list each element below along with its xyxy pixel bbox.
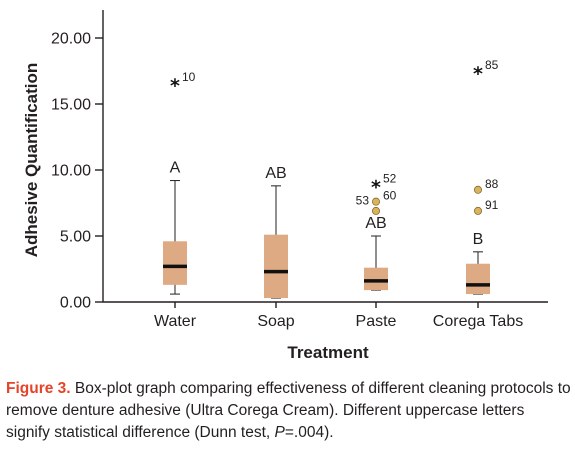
box-group: AB * 52 60 53	[356, 172, 397, 291]
iqr-box	[364, 267, 388, 291]
y-axis-title: Adhesive Quantification	[22, 63, 41, 258]
outlier-marker	[473, 185, 482, 194]
outlier-label: 91	[485, 198, 499, 212]
outlier-label: 10	[182, 70, 196, 84]
outlier-marker	[371, 197, 380, 206]
figure-label: Figure 3.	[6, 380, 71, 397]
box-group: A * 10	[163, 70, 196, 295]
significance-letter: AB	[265, 165, 286, 182]
iqr-box	[466, 263, 490, 295]
box-group: AB	[264, 165, 288, 299]
y-tick-label: 20.00	[51, 31, 91, 48]
significance-letter: AB	[365, 215, 386, 232]
caption-p-tail: =.004).	[284, 424, 334, 441]
y-tick-label: 10.00	[51, 163, 91, 180]
extreme-outlier-marker: *	[473, 63, 483, 85]
significance-letter: B	[473, 231, 484, 248]
significance-letter: A	[170, 160, 181, 177]
figure-caption: Figure 3. Box-plot graph comparing effec…	[6, 378, 572, 444]
outlier-label: 53	[356, 194, 370, 208]
box-plot-chart: 0.00 5.00 10.00 15.00 20.00 Water Soap Paste Co…	[22, 10, 548, 362]
y-axis: 0.00 5.00 10.00 15.00 20.00	[51, 10, 104, 312]
outlier-marker	[371, 206, 380, 215]
y-tick-label: 0.00	[60, 295, 91, 312]
x-tick-label: Water	[154, 313, 197, 330]
iqr-box	[163, 241, 187, 285]
x-tick-label: Corega Tabs	[433, 313, 523, 330]
x-axis: Water Soap Paste Corega Tabs	[103, 301, 548, 330]
outlier-label: 85	[485, 58, 499, 72]
extreme-outlier-marker: *	[170, 75, 180, 97]
caption-text: Box-plot graph comparing effectiveness o…	[6, 380, 571, 441]
y-tick-label: 15.00	[51, 97, 91, 114]
x-tick-label: Soap	[257, 313, 294, 330]
x-tick-label: Paste	[356, 313, 397, 330]
outlier-label: 60	[383, 189, 397, 203]
outlier-label: 88	[485, 177, 499, 191]
iqr-box	[264, 234, 288, 299]
outlier-marker	[473, 206, 482, 215]
box-group: B * 85 88 91	[466, 58, 499, 295]
outlier-label: 52	[383, 172, 397, 186]
extreme-outlier-marker: *	[371, 177, 381, 199]
caption-p-label: P	[274, 424, 285, 441]
x-axis-title: Treatment	[287, 343, 369, 362]
y-tick-label: 5.00	[60, 229, 91, 246]
